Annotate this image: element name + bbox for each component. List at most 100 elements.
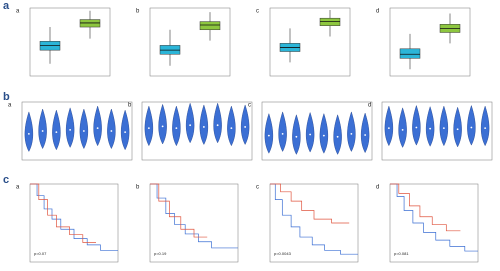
violin-median xyxy=(484,127,487,129)
violin-median xyxy=(336,135,339,138)
plot-frame xyxy=(389,7,471,77)
plot-frame xyxy=(269,7,351,77)
plot-frame xyxy=(149,183,239,263)
violin xyxy=(412,104,421,146)
survival-curve xyxy=(150,183,238,249)
violin-median xyxy=(267,134,270,137)
violin-median xyxy=(124,131,127,134)
violin-median xyxy=(322,134,325,137)
row-label: b xyxy=(3,91,10,103)
violin-median xyxy=(27,133,30,135)
violin xyxy=(425,106,435,147)
violin-median xyxy=(110,130,113,132)
panel-label: a xyxy=(8,103,12,109)
p-value: p=0.0043 xyxy=(274,251,292,256)
violin xyxy=(227,105,236,147)
panel-label: c xyxy=(256,185,259,191)
plot-frame xyxy=(269,183,359,263)
violin xyxy=(319,112,329,154)
violin-median xyxy=(470,126,473,129)
panel-label: d xyxy=(376,185,379,191)
violin-median xyxy=(442,127,445,129)
violin-median xyxy=(96,127,99,129)
panel-label: b xyxy=(128,103,132,109)
plot-frame xyxy=(29,7,111,77)
violin xyxy=(144,105,154,147)
violin xyxy=(24,111,34,152)
violin-median xyxy=(41,130,44,132)
violin-median xyxy=(82,130,85,132)
violin xyxy=(333,114,342,155)
violin-median xyxy=(309,133,312,136)
violin xyxy=(439,105,449,147)
panel-label: a xyxy=(16,9,20,15)
violin xyxy=(398,107,407,148)
p-value: p=0.07 xyxy=(34,251,47,256)
violin xyxy=(93,105,102,147)
box xyxy=(199,21,221,31)
row-label: a xyxy=(3,0,10,12)
panel-label: b xyxy=(136,9,140,15)
panel-label: a xyxy=(16,185,20,191)
violin xyxy=(52,109,61,151)
plot-frame xyxy=(21,101,133,161)
violin xyxy=(240,104,250,145)
row-label: c xyxy=(3,174,9,186)
violin-median xyxy=(401,128,404,131)
box xyxy=(399,48,421,59)
violin-median xyxy=(456,128,459,131)
p-value: p=0.081 xyxy=(394,251,409,256)
violin xyxy=(38,108,47,150)
plot-frame xyxy=(29,183,119,263)
survival-curve xyxy=(270,183,358,255)
survival-curve xyxy=(150,183,208,238)
violin xyxy=(185,102,195,144)
violin xyxy=(264,112,274,154)
violin xyxy=(278,111,287,152)
survival-curve xyxy=(30,183,96,243)
violin-median xyxy=(244,126,247,128)
plot-frame xyxy=(389,183,479,263)
violin xyxy=(453,106,462,148)
survival-curve xyxy=(30,183,118,251)
violin xyxy=(384,105,394,147)
panel-label: c xyxy=(256,9,259,15)
violin xyxy=(120,109,130,151)
violin-median xyxy=(429,127,432,130)
violin-median xyxy=(175,127,178,129)
violin xyxy=(107,108,116,150)
violin-median xyxy=(202,126,205,128)
violin-median xyxy=(189,124,192,127)
violin xyxy=(213,102,222,144)
survival-curve xyxy=(390,183,461,232)
violin-median xyxy=(161,125,164,128)
violin xyxy=(65,107,75,148)
violin-median xyxy=(295,135,298,138)
plot-frame xyxy=(149,7,231,77)
violin xyxy=(305,111,315,153)
violin-median xyxy=(69,128,72,131)
violin-median xyxy=(147,127,150,129)
panel-label: b xyxy=(136,185,140,191)
violin xyxy=(360,112,370,154)
survival-curve xyxy=(270,183,350,224)
plot-frame xyxy=(381,101,493,161)
violin xyxy=(199,104,209,145)
violin-median xyxy=(216,124,219,127)
violin xyxy=(292,114,301,155)
violin-median xyxy=(230,127,233,129)
violin xyxy=(480,105,490,147)
violin-median xyxy=(350,133,353,135)
plot-frame xyxy=(261,101,373,161)
violin xyxy=(172,105,181,147)
violin-median xyxy=(364,134,367,136)
violin-median xyxy=(387,127,390,129)
violin xyxy=(467,104,476,146)
violin-median xyxy=(55,131,58,134)
panel-label: d xyxy=(376,9,379,15)
plot-frame xyxy=(141,101,253,161)
violin-median xyxy=(281,133,284,135)
survival-curve xyxy=(390,183,478,252)
panel-label: d xyxy=(368,103,371,109)
